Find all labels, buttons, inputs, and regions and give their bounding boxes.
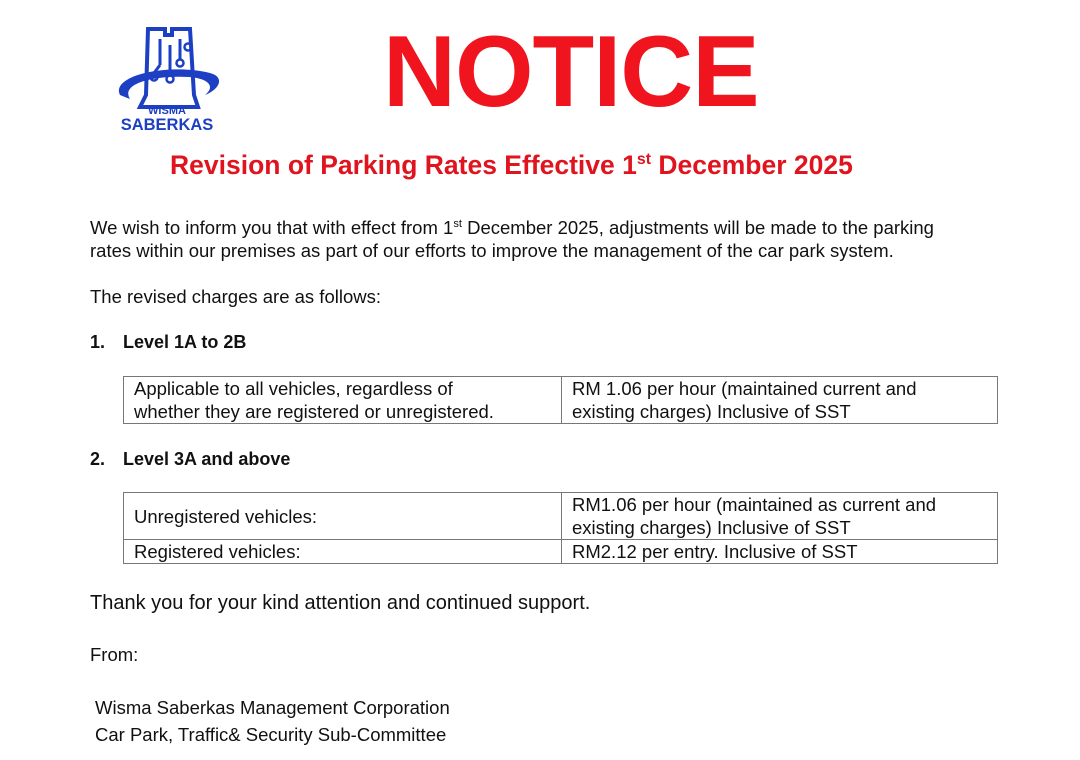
vehicle-cell: Unregistered vehicles: [123, 492, 562, 540]
rate-cell: RM1.06 per hour (maintained as current a… [561, 492, 998, 540]
signature-line: Car Park, Traffic& Security Sub-Committe… [95, 724, 447, 745]
wisma-saberkas-logo: WISMA SABERKAS [118, 27, 220, 134]
subtitle-text: Revision of Parking Rates Effective 1 [170, 150, 637, 180]
subtitle: Revision of Parking Rates Effective 1st … [170, 150, 853, 181]
notice-title: NOTICE [383, 16, 760, 128]
signature-line: Wisma Saberkas Management Corporation [95, 697, 450, 718]
subtitle-rest: December 2025 [651, 150, 853, 180]
rate-cell: RM2.12 per entry. Inclusive of SST [561, 539, 998, 564]
section-1-heading: 1. Level 1A to 2B [90, 331, 246, 354]
subtitle-sup: st [636, 151, 651, 169]
vehicle-cell: Applicable to all vehicles, regardless o… [123, 376, 562, 424]
intro-sup: st [453, 217, 462, 230]
from-label: From: [90, 644, 139, 665]
vehicle-cell: Registered vehicles: [123, 539, 562, 564]
section-number: 1. [90, 332, 106, 352]
table-row: Applicable to all vehicles, regardless o… [123, 376, 998, 424]
section-title: Level 1A to 2B [123, 332, 247, 352]
logo-text-saberkas: SABERKAS [121, 116, 214, 134]
rates-table-level-1a-2b: Applicable to all vehicles, regardless o… [123, 376, 998, 424]
section-number: 2. [90, 449, 106, 469]
intro-paragraph: We wish to inform you that with effect f… [90, 216, 934, 262]
table-row: Unregistered vehicles: RM1.06 per hour (… [123, 492, 998, 540]
signature-block: Wisma Saberkas Management Corporation Ca… [95, 694, 450, 748]
table-row: Registered vehicles: RM2.12 per entry. I… [123, 539, 998, 564]
intro-a: We wish to inform you that with effect f… [90, 217, 454, 238]
section-title: Level 3A and above [123, 449, 291, 469]
intro-b: December 2025, adjustments will be made … [461, 217, 934, 238]
rates-table-level-3a-above: Unregistered vehicles: RM1.06 per hour (… [123, 492, 998, 564]
thanks-text: Thank you for your kind attention and co… [90, 592, 591, 614]
logo-text-wisma: WISMA [148, 105, 186, 117]
section-2-heading: 2. Level 3A and above [90, 448, 290, 471]
rate-cell: RM 1.06 per hour (maintained current and… [561, 376, 998, 424]
intro-line2: rates within our premises as part of our… [90, 240, 894, 261]
lead-text: The revised charges are as follows: [90, 286, 381, 307]
